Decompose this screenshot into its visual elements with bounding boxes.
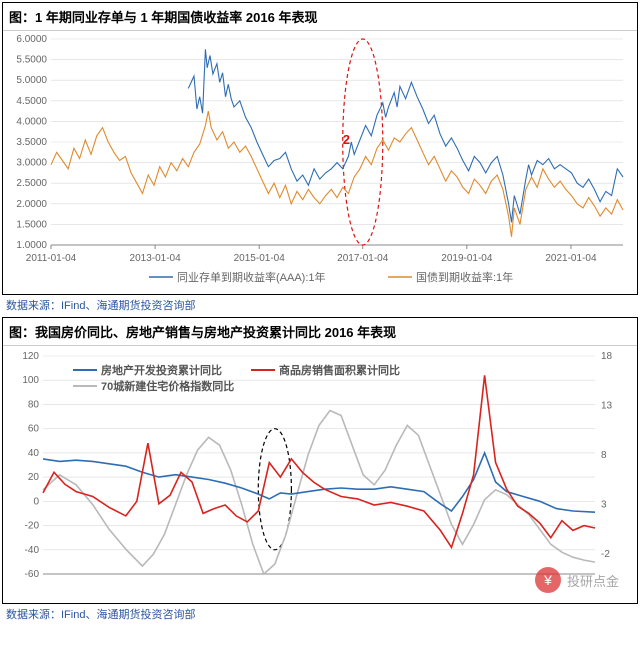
svg-text:3.0000: 3.0000 xyxy=(16,158,47,169)
svg-text:房地产开发投资累计同比: 房地产开发投资累计同比 xyxy=(101,363,222,377)
svg-text:3: 3 xyxy=(601,500,607,511)
svg-text:0: 0 xyxy=(33,496,39,507)
svg-text:同业存单到期收益率(AAA):1年: 同业存单到期收益率(AAA):1年 xyxy=(177,270,326,284)
svg-text:2015-01-04: 2015-01-04 xyxy=(234,253,286,264)
svg-text:4.5000: 4.5000 xyxy=(16,96,47,107)
svg-text:商品房销售面积累计同比: 商品房销售面积累计同比 xyxy=(279,363,400,377)
svg-text:60: 60 xyxy=(28,424,40,435)
svg-text:-2: -2 xyxy=(601,549,610,560)
svg-text:13: 13 xyxy=(601,401,613,412)
svg-text:2017-01-04: 2017-01-04 xyxy=(337,253,389,264)
panel-2-source: 数据来源：IFind、海通期货投资咨询部 xyxy=(0,604,640,624)
watermark: ¥ 投研点金 xyxy=(535,567,619,593)
svg-text:2019-01-04: 2019-01-04 xyxy=(441,253,493,264)
chart-panel-2: 图：我国房价同比、房地产销售与房地产投资累计同比 2016 年表现 -60 -40… xyxy=(2,317,638,604)
svg-text:70城新建住宅价格指数同比: 70城新建住宅价格指数同比 xyxy=(101,379,234,393)
svg-text:2: 2 xyxy=(343,132,350,147)
svg-text:8: 8 xyxy=(601,450,607,461)
watermark-text: 投研点金 xyxy=(567,571,619,590)
svg-text:国债到期收益率:1年: 国债到期收益率:1年 xyxy=(416,270,513,284)
svg-text:5.0000: 5.0000 xyxy=(16,75,47,86)
chart-2: -60 -40 -20 0 20 40 60 80 100 120 -2 3 8 13 18 房地产开发投资累… xyxy=(3,346,637,603)
panel-1-title: 图：1 年期同业存单与 1 年期国债收益率 2016 年表现 xyxy=(3,3,637,31)
svg-text:1.0000: 1.0000 xyxy=(16,240,47,251)
svg-text:3.5000: 3.5000 xyxy=(16,137,47,148)
panel-1-source: 数据来源：IFind、海通期货投资咨询部 xyxy=(0,295,640,315)
svg-text:4.0000: 4.0000 xyxy=(16,116,47,127)
svg-text:6.0000: 6.0000 xyxy=(16,34,47,45)
svg-text:2021-01-04: 2021-01-04 xyxy=(545,253,597,264)
watermark-icon: ¥ xyxy=(535,567,561,593)
svg-text:20: 20 xyxy=(28,472,40,483)
chart-1: 1.0000 1.5000 2.0000 2.5000 3.0000 3.5000 4.00… xyxy=(3,31,637,294)
panel-2-title: 图：我国房价同比、房地产销售与房地产投资累计同比 2016 年表现 xyxy=(3,318,637,346)
svg-text:40: 40 xyxy=(28,448,40,459)
svg-text:2013-01-04: 2013-01-04 xyxy=(130,253,182,264)
svg-text:-40: -40 xyxy=(25,545,40,556)
svg-text:5.5000: 5.5000 xyxy=(16,55,47,66)
svg-text:2.5000: 2.5000 xyxy=(16,178,47,189)
svg-text:2011-01-04: 2011-01-04 xyxy=(26,253,77,264)
svg-text:100: 100 xyxy=(22,375,39,386)
chart-panel-1: 图：1 年期同业存单与 1 年期国债收益率 2016 年表现 1.0000 1.5… xyxy=(2,2,638,295)
svg-text:2.0000: 2.0000 xyxy=(16,199,47,210)
svg-text:1.5000: 1.5000 xyxy=(16,219,47,230)
svg-text:18: 18 xyxy=(601,351,613,362)
svg-text:120: 120 xyxy=(22,351,39,362)
svg-text:-20: -20 xyxy=(25,521,40,532)
svg-text:-60: -60 xyxy=(25,569,40,580)
svg-text:80: 80 xyxy=(28,399,40,410)
